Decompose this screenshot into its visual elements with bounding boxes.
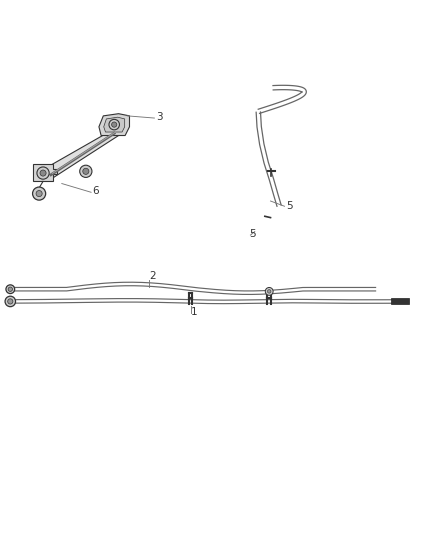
Circle shape: [268, 289, 271, 293]
Bar: [392, 298, 409, 304]
Circle shape: [32, 187, 46, 200]
Circle shape: [37, 167, 49, 179]
Text: 6: 6: [92, 187, 99, 197]
Text: 5: 5: [249, 229, 255, 239]
Text: 1: 1: [191, 306, 197, 317]
Circle shape: [5, 296, 15, 306]
Polygon shape: [99, 114, 130, 135]
Circle shape: [83, 168, 89, 174]
Polygon shape: [40, 128, 119, 179]
Circle shape: [8, 299, 13, 304]
Circle shape: [6, 285, 14, 294]
Circle shape: [8, 287, 12, 292]
Circle shape: [109, 119, 120, 130]
Polygon shape: [33, 164, 57, 181]
Circle shape: [36, 190, 42, 197]
Circle shape: [80, 165, 92, 177]
Text: 2: 2: [149, 271, 156, 281]
Text: 3: 3: [155, 112, 162, 122]
Circle shape: [40, 170, 46, 176]
Text: 5: 5: [287, 201, 293, 211]
Polygon shape: [104, 117, 125, 132]
Circle shape: [265, 287, 273, 295]
Circle shape: [112, 122, 117, 127]
